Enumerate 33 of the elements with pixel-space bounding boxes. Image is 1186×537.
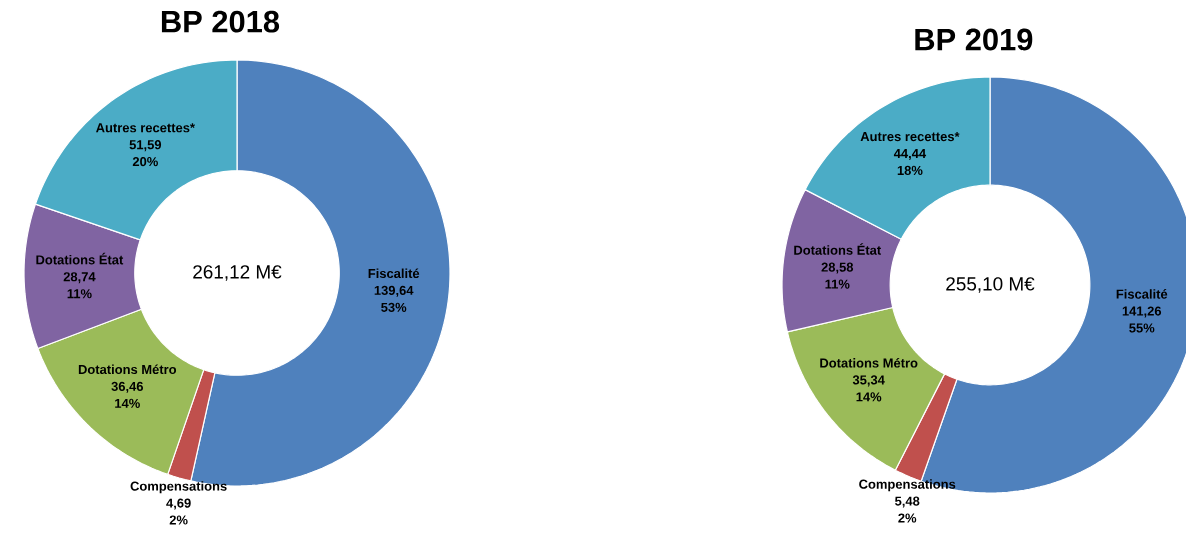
text: 255,10 M€ xyxy=(946,277,1035,293)
text: 18% xyxy=(897,165,923,175)
data-label: 141,26 xyxy=(1122,306,1162,318)
slice-label: Fiscalité xyxy=(368,268,420,279)
text: 14% xyxy=(115,398,140,408)
text: 261,12 M€ xyxy=(193,265,282,281)
data-label: 35,34 xyxy=(852,375,885,387)
data-label: 51,59 xyxy=(129,140,162,152)
chart-title: BP 2019 xyxy=(915,28,1033,51)
data-label: 44,44 xyxy=(893,149,927,160)
text: 11% xyxy=(67,289,92,299)
text: 2% xyxy=(898,513,917,523)
data-label: 139,64 xyxy=(374,285,414,297)
data-label: 36,46 xyxy=(111,381,144,393)
data-label: 4,69 xyxy=(166,498,191,510)
slice-label: Autres recettes* xyxy=(95,123,195,133)
chart-title: BP 2018 xyxy=(161,10,280,33)
data-label: 28,58 xyxy=(821,262,854,274)
text: 11% xyxy=(825,279,850,289)
data-label: 28,74 xyxy=(63,272,96,284)
slice-label: Dotations État xyxy=(794,243,881,255)
text: 55% xyxy=(1129,323,1155,333)
slice-label: Dotations Métro xyxy=(820,357,918,368)
slice-label: Dotations État xyxy=(36,252,124,265)
text: 53% xyxy=(381,302,407,312)
slice-label: Dotations Métro xyxy=(78,364,177,375)
slice-label: Autres recettes* xyxy=(860,132,960,142)
text: 14% xyxy=(856,392,882,402)
text: 2% xyxy=(169,515,188,525)
slice-label: Compensations xyxy=(130,481,227,494)
text: 20% xyxy=(132,157,158,167)
slice-label: Fiscalité xyxy=(1116,289,1168,299)
data-label: 5,48 xyxy=(895,496,920,508)
